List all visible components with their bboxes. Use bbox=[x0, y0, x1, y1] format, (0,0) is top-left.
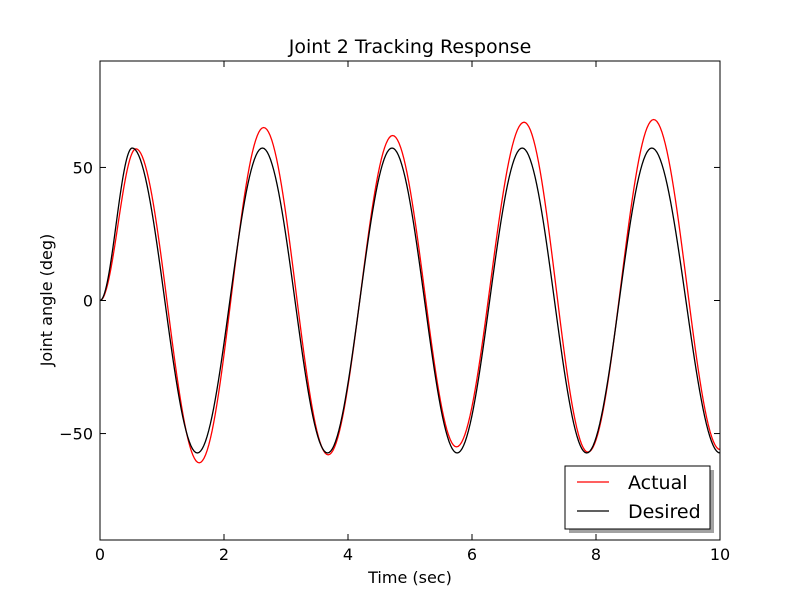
y-axis-label: Joint angle (deg) bbox=[37, 234, 56, 368]
plot-frame bbox=[99, 60, 721, 541]
y-tick-label: 50 bbox=[73, 158, 93, 177]
chart-title: Joint 2 Tracking Response bbox=[288, 36, 532, 58]
legend: Actual Desired bbox=[564, 465, 714, 533]
x-tick-label: 0 bbox=[95, 545, 105, 564]
legend-box bbox=[564, 465, 711, 530]
series-line-desired bbox=[99, 147, 721, 454]
x-tick-label: 4 bbox=[343, 545, 353, 564]
x-tick-label: 2 bbox=[219, 545, 229, 564]
x-tick-label: 10 bbox=[710, 545, 730, 564]
y-tick-label: −50 bbox=[59, 425, 93, 444]
x-axis-label: Time (sec) bbox=[367, 568, 452, 587]
legend-label-desired: Desired bbox=[628, 501, 701, 523]
y-tick-label: 0 bbox=[83, 292, 93, 311]
x-tick-label: 6 bbox=[467, 545, 477, 564]
x-tick-label: 8 bbox=[591, 545, 601, 564]
series-layer bbox=[99, 118, 721, 464]
ticks-layer: 0 2 4 6 8 10 −50 0 50 bbox=[59, 61, 730, 564]
legend-label-actual: Actual bbox=[628, 472, 688, 494]
